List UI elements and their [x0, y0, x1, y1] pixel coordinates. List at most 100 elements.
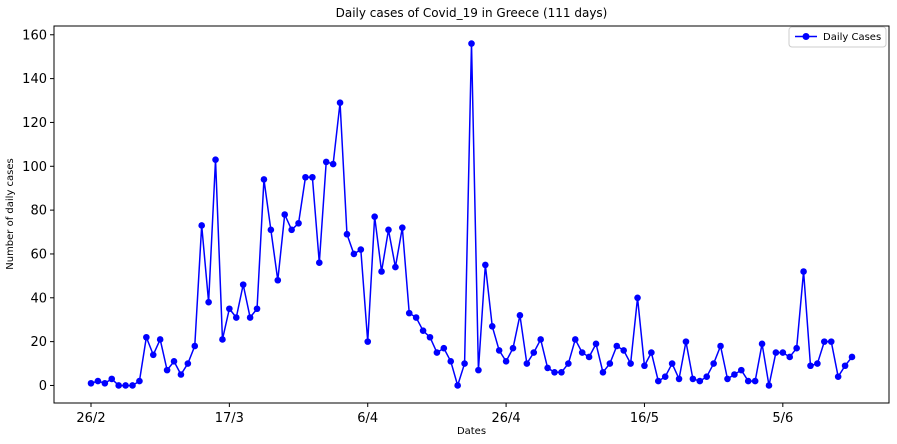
data-point — [412, 314, 420, 321]
data-point — [592, 340, 600, 348]
data-point — [654, 377, 662, 385]
y-tick-label: 120 — [22, 116, 47, 131]
data-point — [267, 226, 275, 234]
x-axis-title: Dates — [457, 426, 486, 437]
data-point — [585, 353, 593, 361]
data-point — [682, 338, 690, 345]
data-point — [523, 360, 531, 367]
data-point — [364, 338, 372, 345]
data-point — [641, 362, 648, 370]
data-point — [274, 276, 282, 284]
data-point — [184, 360, 192, 367]
data-point — [129, 382, 136, 389]
data-point — [336, 99, 344, 107]
data-point — [302, 173, 309, 181]
data-point — [405, 309, 413, 317]
data-point — [482, 261, 489, 269]
data-point — [149, 351, 157, 359]
data-point — [260, 176, 268, 183]
y-tick-label: 20 — [30, 335, 47, 350]
data-point — [724, 375, 731, 383]
data-point — [468, 40, 475, 47]
data-point — [288, 226, 295, 234]
data-point — [316, 259, 323, 267]
data-point — [834, 373, 842, 381]
data-point — [143, 333, 150, 341]
data-point — [821, 338, 828, 345]
data-point — [163, 366, 171, 374]
data-point — [509, 344, 517, 352]
data-point — [627, 360, 634, 367]
legend-marker-sample — [802, 33, 810, 40]
plot-frame — [53, 25, 890, 404]
y-tick-label: 40 — [30, 291, 47, 306]
y-axis-title: Number of daily cases — [5, 158, 16, 270]
legend: Daily Cases — [788, 26, 887, 48]
data-point — [578, 349, 586, 356]
data-point — [399, 224, 406, 231]
x-tick-label: 6/4 — [357, 411, 378, 426]
data-point — [841, 362, 849, 370]
data-point — [620, 347, 627, 354]
data-point — [309, 173, 316, 181]
data-point — [634, 294, 641, 302]
data-point — [516, 312, 524, 319]
data-point — [322, 158, 330, 166]
data-point — [800, 268, 807, 275]
data-point — [239, 281, 247, 288]
y-tick-label: 60 — [30, 247, 47, 262]
y-tick-label: 80 — [30, 204, 47, 219]
data-point — [329, 160, 337, 168]
data-point — [156, 336, 164, 343]
data-point — [814, 360, 821, 367]
data-point — [108, 375, 116, 383]
x-tick-label: 26/2 — [76, 411, 105, 426]
data-point — [495, 347, 503, 354]
data-point — [385, 226, 392, 234]
data-point — [212, 156, 219, 163]
data-point — [786, 353, 794, 361]
data-point — [357, 246, 365, 253]
data-point — [454, 382, 461, 389]
data-point — [392, 263, 399, 271]
data-point — [122, 382, 129, 389]
data-point — [232, 314, 240, 321]
data-point — [488, 322, 496, 330]
data-point — [177, 371, 185, 378]
data-point — [751, 377, 759, 385]
data-point — [779, 349, 787, 356]
plot-area: 0 20 40 60 80 100 120 140 160 26/2 17/3 6/4 26/4 16/5… — [22, 28, 856, 426]
data-point — [101, 379, 109, 387]
data-point — [689, 375, 697, 383]
data-point — [793, 344, 800, 352]
data-point — [537, 336, 544, 343]
data-point — [433, 349, 441, 356]
data-point — [295, 219, 302, 227]
data-point — [675, 375, 683, 383]
y-tick-label: 0 — [39, 379, 47, 394]
x-tick-label: 26/4 — [491, 411, 520, 426]
data-point — [475, 366, 482, 374]
legend-box — [788, 26, 887, 48]
legend-label-daily-cases: Daily Cases — [823, 32, 881, 43]
data-point — [94, 377, 102, 385]
data-point — [765, 382, 773, 389]
data-point — [738, 366, 745, 374]
data-point — [827, 338, 835, 345]
data-point — [502, 358, 510, 365]
x-tick-label: 17/3 — [215, 411, 244, 426]
data-point — [613, 342, 621, 350]
data-point — [87, 379, 95, 387]
data-point — [461, 360, 468, 367]
data-point — [551, 369, 558, 376]
data-point — [807, 362, 814, 370]
data-point — [205, 298, 212, 306]
y-tick-label: 160 — [22, 28, 47, 43]
data-point — [198, 222, 205, 229]
data-point — [530, 349, 538, 356]
data-point — [378, 268, 385, 275]
data-point — [565, 360, 572, 367]
data-point — [350, 250, 358, 258]
data-point — [226, 305, 233, 313]
